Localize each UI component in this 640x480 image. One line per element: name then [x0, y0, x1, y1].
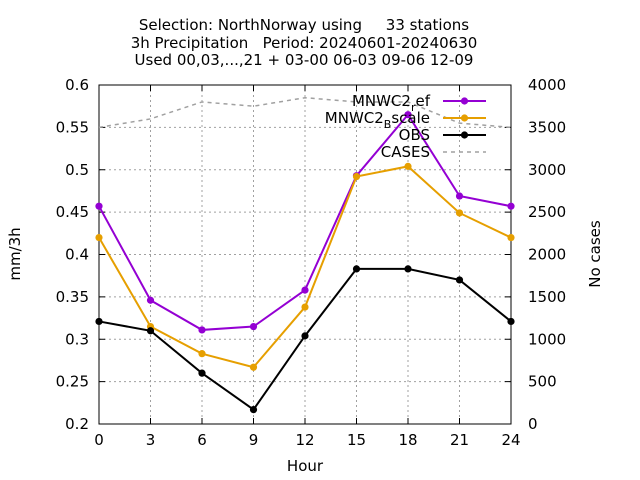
y-tick-label: 0.45 — [56, 203, 89, 221]
y-tick-label: 0.5 — [65, 161, 89, 179]
y2-tick-label: 4000 — [528, 76, 566, 94]
x-tick-label: 0 — [94, 431, 104, 449]
y2-axis: 0 500 1000 1500 2000 2500 3000 3500 4000 — [505, 76, 566, 433]
chart-title: Selection: NorthNorway using 33 stations… — [131, 16, 478, 69]
legend-marker — [460, 131, 469, 139]
y-axis: 0.2 0.25 0.3 0.35 0.4 0.45 0.5 0.55 0.6 — [56, 76, 105, 433]
y2-tick-label: 3000 — [528, 161, 566, 179]
y2-axis-label: No cases — [586, 220, 604, 288]
y-tick-label: 0.3 — [65, 330, 89, 348]
data-point — [146, 327, 155, 335]
x-axis-label: Hour — [287, 457, 324, 475]
data-point — [507, 233, 515, 242]
data-point — [507, 202, 515, 210]
x-axis: 0 3 6 9 12 15 18 21 24 — [94, 85, 521, 449]
x-tick-label: 3 — [146, 431, 156, 449]
y2-tick-label: 500 — [528, 373, 557, 391]
data-point — [198, 369, 206, 377]
x-tick-label: 21 — [450, 431, 469, 449]
series-mnwc2_ref — [95, 111, 515, 334]
legend-label: OBS — [399, 126, 430, 144]
data-point — [95, 233, 103, 242]
legend-label: MNWC2ref — [352, 92, 431, 114]
y2-tick-label: 2500 — [528, 203, 566, 221]
legend-entry: CASES — [381, 143, 486, 161]
x-tick-label: 12 — [295, 431, 314, 449]
y-tick-label: 0.6 — [65, 76, 89, 94]
data-point — [198, 350, 206, 358]
data-point — [352, 172, 361, 181]
data-point — [301, 332, 309, 340]
data-point — [352, 265, 361, 273]
legend-marker — [460, 97, 469, 105]
series-line — [98, 96, 512, 129]
data-point — [404, 265, 412, 273]
series-mnwc2_bscale — [95, 162, 515, 371]
data-point — [249, 405, 258, 414]
y2-tick-label: 2000 — [528, 246, 566, 264]
data-point — [455, 192, 464, 200]
y2-tick-label: 1000 — [528, 330, 566, 348]
data-point — [95, 202, 103, 210]
x-tick-label: 24 — [501, 431, 520, 449]
legend-entry: MNWC2Bscale — [325, 109, 486, 131]
data-point — [404, 111, 412, 119]
data-point — [301, 286, 309, 294]
legend-entry: OBS — [399, 126, 486, 144]
data-point — [301, 303, 309, 311]
y2-tick-label: 3500 — [528, 118, 566, 136]
y-axis-label: mm/3h — [6, 227, 24, 280]
data-point — [507, 317, 515, 326]
legend-marker — [460, 114, 469, 122]
data-point — [95, 317, 103, 326]
data-point — [404, 162, 412, 170]
series-group — [95, 96, 515, 414]
data-point — [249, 322, 258, 331]
x-tick-label: 6 — [197, 431, 207, 449]
y-tick-label: 0.35 — [56, 288, 89, 306]
y-tick-label: 0.4 — [65, 246, 89, 264]
y2-tick-label: 0 — [528, 415, 538, 433]
data-point — [146, 296, 155, 304]
series-cases — [98, 96, 512, 129]
legend-label: CASES — [381, 143, 430, 161]
legend-entry: MNWC2ref — [352, 92, 486, 114]
x-tick-label: 18 — [398, 431, 417, 449]
data-point — [455, 209, 464, 217]
title-line-1: Selection: NorthNorway using 33 stations — [139, 16, 469, 34]
data-point — [455, 276, 464, 284]
title-line-3: Used 00,03,...,21 + 03-00 06-03 09-06 12… — [135, 51, 474, 69]
grid — [99, 85, 511, 424]
y-tick-label: 0.2 — [65, 415, 89, 433]
x-tick-label: 15 — [347, 431, 366, 449]
series-obs — [95, 265, 515, 414]
title-line-2: 3h Precipitation Period: 20240601-202406… — [131, 34, 478, 52]
x-tick-label: 9 — [249, 431, 259, 449]
data-point — [249, 363, 258, 371]
y-tick-label: 0.25 — [56, 373, 89, 391]
data-point — [198, 326, 206, 334]
y2-tick-label: 1500 — [528, 288, 566, 306]
y-tick-label: 0.55 — [56, 118, 89, 136]
legend-label: MNWC2Bscale — [325, 109, 430, 131]
